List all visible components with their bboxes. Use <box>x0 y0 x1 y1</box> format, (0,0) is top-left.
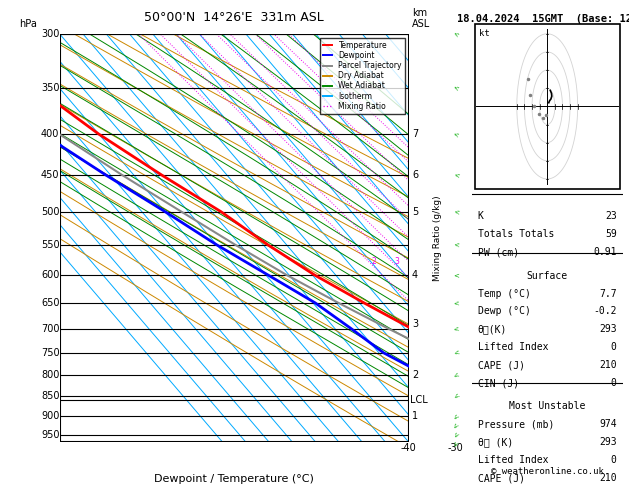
Text: K: K <box>478 211 484 222</box>
Text: Temp (°C): Temp (°C) <box>478 289 531 298</box>
Text: 293: 293 <box>599 324 616 334</box>
Text: -30: -30 <box>447 443 464 452</box>
Text: <: < <box>452 392 460 400</box>
Text: 0: 0 <box>592 443 598 452</box>
Text: <: < <box>452 84 460 91</box>
Text: 23: 23 <box>605 211 616 222</box>
Text: -20: -20 <box>494 443 510 452</box>
Text: <: < <box>453 272 459 278</box>
Text: 500: 500 <box>41 207 59 217</box>
Text: 400: 400 <box>41 129 59 139</box>
Text: CAPE (J): CAPE (J) <box>478 360 525 370</box>
Text: 750: 750 <box>41 348 59 358</box>
Text: Mixing Ratio (g/kg): Mixing Ratio (g/kg) <box>433 195 442 281</box>
Text: 650: 650 <box>41 298 59 308</box>
Text: © weatheronline.co.uk: © weatheronline.co.uk <box>491 468 604 476</box>
Text: <: < <box>452 30 460 38</box>
Text: <: < <box>452 349 460 357</box>
Text: θᴄ (K): θᴄ (K) <box>478 437 513 447</box>
Text: 50°00'N  14°26'E  331m ASL: 50°00'N 14°26'E 331m ASL <box>145 11 324 24</box>
Text: 550: 550 <box>41 240 59 250</box>
Text: 2: 2 <box>412 370 418 380</box>
Text: Lifted Index: Lifted Index <box>478 455 548 465</box>
Text: <: < <box>453 242 459 248</box>
Text: <: < <box>452 412 460 420</box>
Text: kt: kt <box>479 29 490 37</box>
Text: 0: 0 <box>611 342 616 352</box>
Text: θᴄ(K): θᴄ(K) <box>478 324 507 334</box>
Text: Dewp (°C): Dewp (°C) <box>478 307 531 316</box>
Text: <: < <box>452 130 460 138</box>
Text: 974: 974 <box>599 419 616 429</box>
Text: 0: 0 <box>611 378 616 388</box>
Text: <: < <box>452 431 460 439</box>
Text: 300: 300 <box>41 29 59 39</box>
Text: 6: 6 <box>412 170 418 180</box>
Text: 3: 3 <box>412 319 418 329</box>
Text: 850: 850 <box>41 391 59 401</box>
Text: 350: 350 <box>41 83 59 93</box>
Text: 0.91: 0.91 <box>593 247 616 257</box>
Text: <: < <box>452 172 460 179</box>
Text: <: < <box>453 208 459 215</box>
Text: 600: 600 <box>41 270 59 280</box>
Text: -0.2: -0.2 <box>593 307 616 316</box>
Text: <: < <box>453 300 459 306</box>
Text: 900: 900 <box>41 411 59 421</box>
Text: Surface: Surface <box>526 271 568 280</box>
Text: 1: 1 <box>412 411 418 421</box>
Text: 800: 800 <box>41 370 59 380</box>
Text: 3: 3 <box>394 258 399 266</box>
Text: 210: 210 <box>599 360 616 370</box>
Text: hPa: hPa <box>19 19 37 29</box>
Text: PW (cm): PW (cm) <box>478 247 519 257</box>
Text: <: < <box>452 371 460 379</box>
Text: Most Unstable: Most Unstable <box>509 401 586 411</box>
Text: LCL: LCL <box>409 395 427 404</box>
Text: 7: 7 <box>412 129 418 139</box>
Text: 450: 450 <box>41 170 59 180</box>
Text: Pressure (mb): Pressure (mb) <box>478 419 554 429</box>
Text: <: < <box>453 325 459 332</box>
Text: 5: 5 <box>412 207 418 217</box>
Text: Dewpoint / Temperature (°C): Dewpoint / Temperature (°C) <box>154 474 314 484</box>
Text: CAPE (J): CAPE (J) <box>478 473 525 483</box>
Text: 59: 59 <box>605 229 616 240</box>
Text: km
ASL: km ASL <box>412 8 430 29</box>
Text: 7.7: 7.7 <box>599 289 616 298</box>
Text: -10: -10 <box>540 443 557 452</box>
Text: Totals Totals: Totals Totals <box>478 229 554 240</box>
Text: -40: -40 <box>401 443 417 452</box>
Text: 700: 700 <box>41 324 59 334</box>
Text: 293: 293 <box>599 437 616 447</box>
Text: 4: 4 <box>412 270 418 280</box>
Text: 2: 2 <box>371 258 376 266</box>
Text: 0: 0 <box>611 455 616 465</box>
Text: Lifted Index: Lifted Index <box>478 342 548 352</box>
Text: <: < <box>452 422 460 430</box>
Text: 210: 210 <box>599 473 616 483</box>
Text: 950: 950 <box>41 430 59 440</box>
Legend: Temperature, Dewpoint, Parcel Trajectory, Dry Adiabat, Wet Adiabat, Isotherm, Mi: Temperature, Dewpoint, Parcel Trajectory… <box>320 38 405 114</box>
Text: 18.04.2024  15GMT  (Base: 12): 18.04.2024 15GMT (Base: 12) <box>457 15 629 24</box>
Text: CIN (J): CIN (J) <box>478 378 519 388</box>
Text: <: < <box>452 440 460 448</box>
